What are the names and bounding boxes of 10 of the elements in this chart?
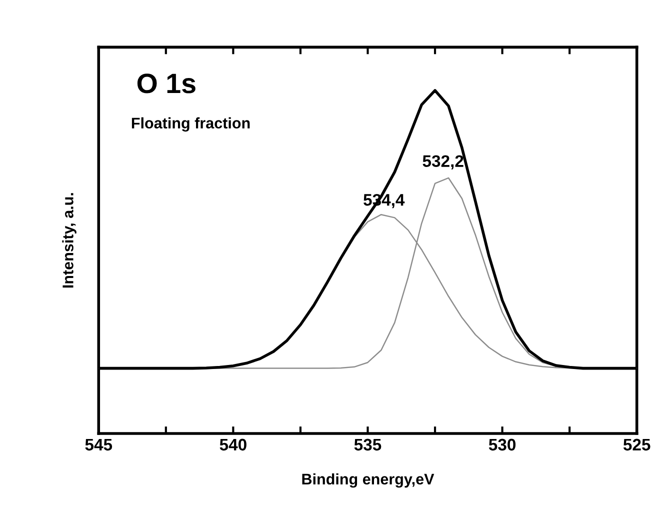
text: Floating fraction [132,117,250,132]
x-tick-label: 525 [623,438,650,451]
x-tick-label: 545 [85,438,112,451]
annotation: 532,2 [422,155,464,170]
x-axis-title: Binding energy,eV [302,473,434,488]
x-tick-label: 540 [220,438,246,451]
x-tick-label: 530 [488,438,516,451]
x-tick-label: 535 [354,438,382,451]
chart-title: O 1s [137,74,196,94]
y-axis-title: Intensity, a.u. [62,193,76,288]
